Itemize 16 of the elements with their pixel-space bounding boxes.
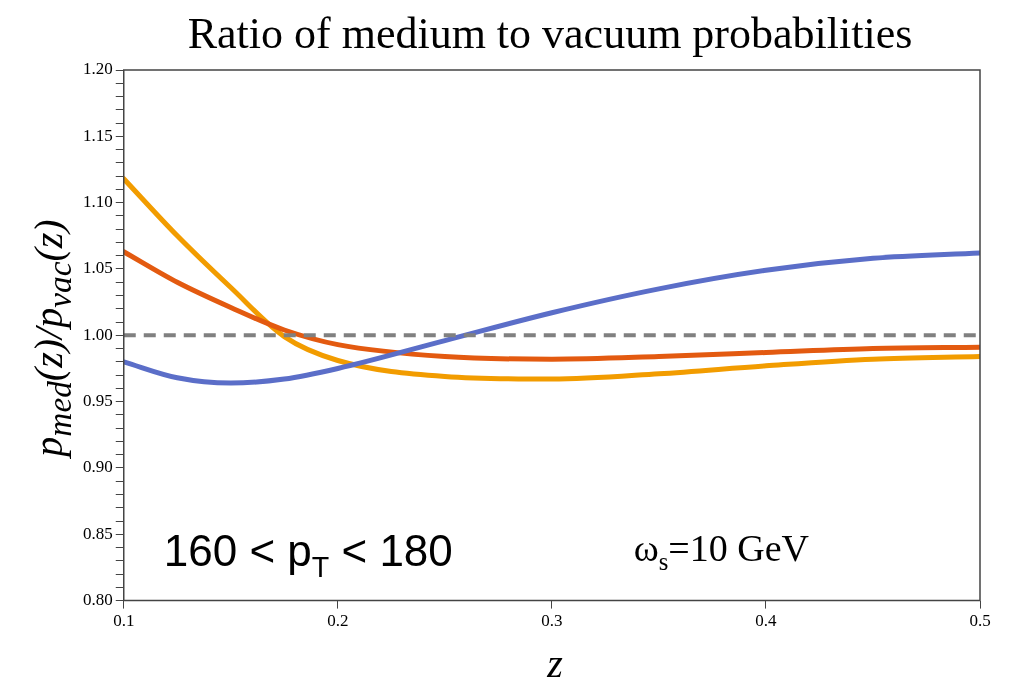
x-tick-label: 0.2 — [327, 611, 349, 631]
y-tick-label: 0.90 — [83, 457, 113, 477]
y-tick-label: 1.15 — [83, 125, 113, 145]
y-tick-label: 1.10 — [83, 192, 113, 212]
y-tick-label: 1.00 — [83, 324, 113, 344]
y-tick-label: 0.85 — [83, 523, 113, 543]
x-axis-title: z — [547, 640, 563, 687]
y-tick-label: 1.05 — [83, 258, 113, 278]
x-tick-label: 0.3 — [541, 611, 563, 631]
y-tick-label: 0.80 — [83, 590, 113, 610]
x-tick-label: 0.1 — [113, 611, 135, 631]
chart-title: Ratio of medium to vacuum probabilities — [186, 8, 914, 59]
y-tick-label: 0.95 — [83, 391, 113, 411]
x-tick-label: 0.4 — [755, 611, 778, 631]
x-tick-label: 0.5 — [969, 611, 991, 631]
y-tick-label: 1.20 — [83, 59, 113, 79]
